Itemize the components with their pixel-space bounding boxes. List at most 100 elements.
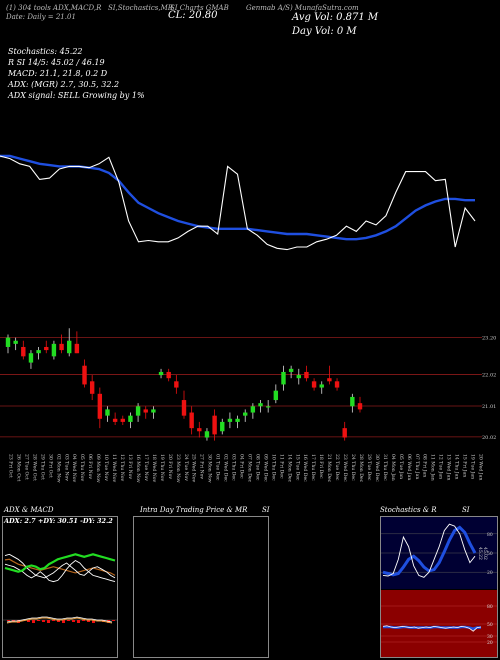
date-tick-label: 04 Mon Jan <box>390 454 396 481</box>
candle-body <box>235 418 240 422</box>
stoch-value-label: 45.22 <box>477 547 483 560</box>
info-adx-signal: ADX signal: SELL Growing by 1% <box>8 91 145 100</box>
date-tick-label: 28 Wed Oct <box>31 454 37 481</box>
macd-histogram-bar <box>92 620 95 623</box>
header-avg-vol: Avg Vol: 0.871 M <box>292 12 379 23</box>
macd-histogram-bar <box>32 620 35 623</box>
candle-body <box>350 396 355 407</box>
date-tick-label: 17 Tue Nov <box>143 454 149 481</box>
overview-blue-line <box>0 154 475 241</box>
adx-brown-line <box>4 558 116 576</box>
candle-body <box>220 421 225 432</box>
header-company: Genmab A/S) MunafaSutra.com <box>246 4 359 12</box>
date-tick-label: 07 Mon Dec <box>246 454 252 483</box>
candle-body <box>166 371 171 379</box>
date-tick-label: 04 Fri Dec <box>239 454 245 479</box>
rsi-white-line <box>382 625 482 632</box>
macd-chart <box>3 616 117 624</box>
candle-body <box>327 378 332 382</box>
rsi-background <box>381 590 497 657</box>
date-tick-label: 25 Wed Nov <box>191 454 197 483</box>
date-tick-label: 29 Tue Dec <box>366 454 372 481</box>
candle-body <box>204 431 210 438</box>
candle-body <box>21 346 26 357</box>
candle-body <box>174 381 179 388</box>
macd-histogram-bar <box>42 620 45 622</box>
header-day-vol: Day Vol: 0 M <box>292 26 357 37</box>
date-tick-label: 11 Wed Nov <box>111 454 117 483</box>
macd-histogram-bar <box>112 620 115 621</box>
macd-histogram-bar <box>7 620 10 621</box>
candle-body <box>281 371 286 385</box>
date-tick-label: 15 Fri Jan <box>462 454 468 477</box>
candle-body <box>304 371 309 379</box>
date-tick-label: 03 Thu Dec <box>231 454 237 481</box>
candle-body <box>120 418 125 422</box>
macd-histogram-bar <box>77 620 80 623</box>
rsi-level-label: 50 <box>487 622 493 628</box>
rsi-level-label: 30 <box>487 634 493 640</box>
candle-body <box>250 406 256 413</box>
date-tick-label: 31 Thu Dec <box>382 454 388 481</box>
price-level-label: 23.20 <box>482 336 496 342</box>
price-level-label: 20.02 <box>482 435 496 441</box>
macd-line <box>6 616 113 623</box>
candle-body <box>357 403 363 410</box>
date-tick-label: 19 Tue Jan <box>470 454 476 479</box>
date-tick-label: 02 Mon Nov <box>55 454 61 483</box>
date-tick-label: 01 Tue Dec <box>215 454 221 481</box>
macd-histogram-bar <box>37 620 40 621</box>
info-macd: MACD: 21.1, 21.8, 0.2 D <box>8 69 108 78</box>
intraday-panel-title: Intra Day Trading Price & MR <box>140 506 248 514</box>
header-period: Date: Daily = 21.01 <box>6 13 76 21</box>
date-tick-label: 10 Tue Nov <box>103 454 109 481</box>
candle-body <box>51 343 57 357</box>
candle-body <box>82 365 87 385</box>
candle-body <box>44 346 49 351</box>
info-adx: ADX: (MGR) 2.7, 30.5, 32.2 <box>8 80 120 89</box>
candle-body <box>89 381 95 394</box>
date-tick-label: 19 Thu Nov <box>159 454 165 482</box>
macd-histogram-bar <box>27 620 30 622</box>
intraday-panel <box>133 516 269 658</box>
candle-body <box>288 368 294 372</box>
adx-green-line <box>4 553 116 573</box>
candle-body <box>258 403 263 407</box>
macd-histogram-bar <box>52 620 55 621</box>
candle-body <box>319 384 324 388</box>
stoch-level-label: 80 <box>487 532 493 538</box>
date-tick-label: 21 Mon Dec <box>326 454 332 483</box>
date-tick-label: 14 Thu Jan <box>454 454 460 479</box>
candle-body <box>334 381 340 388</box>
candle-body <box>5 337 11 347</box>
macd-histogram-bar <box>47 620 50 623</box>
date-tick-label: 05 Tue Jan <box>398 454 404 479</box>
candle-body <box>273 390 279 401</box>
info-stochastics: Stochastics: 45.22 <box>8 47 83 56</box>
header-close: CL: 20.80 <box>168 10 218 21</box>
adx-plus-di-line <box>4 553 116 579</box>
candle-body <box>265 406 271 408</box>
date-tick-label: 13 Wed Jan <box>446 454 452 480</box>
macd-signal-line <box>6 617 113 624</box>
macd-histogram-bar <box>62 620 65 623</box>
macd-histogram-bar <box>67 620 70 621</box>
date-tick-label: 08 Fri Jan <box>422 454 428 477</box>
date-tick-label: 07 Thu Jan <box>414 454 420 479</box>
date-tick-label: 23 Wed Dec <box>342 454 348 482</box>
adx-minus-di-line <box>4 559 116 583</box>
adx-readout: ADX: 2.7 +DY: 30.51 -DY: 32.2 <box>4 517 113 525</box>
date-tick-label: 18 Fri Dec <box>318 454 324 479</box>
adx-chart <box>4 553 116 583</box>
candle-body <box>342 428 347 438</box>
date-tick-label: 27 Tue Oct <box>23 454 29 480</box>
header-indicators: SI,Stochastics,MR <box>108 4 174 12</box>
date-tick-label: 16 Mon Nov <box>135 454 141 483</box>
candle-body <box>74 343 80 354</box>
date-tick-label: 09 Mon Nov <box>95 454 101 483</box>
date-tick-label: 06 Fri Nov <box>87 454 93 479</box>
candle-body <box>28 353 34 363</box>
candle-body <box>59 343 64 351</box>
candle-body <box>128 415 133 422</box>
date-tick-label: 03 Tue Nov <box>63 454 69 481</box>
